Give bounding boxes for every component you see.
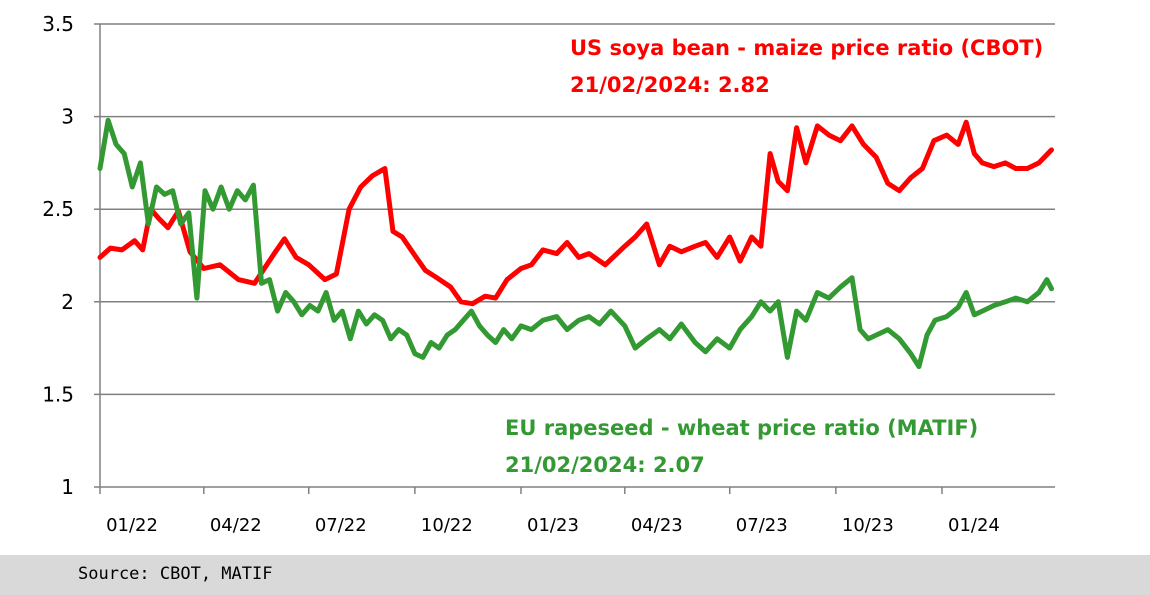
series-lines (97, 117, 1054, 370)
tick-labels: 1 1.5 2 2.5 3 3.5 01/22 04/22 07/22 10/22 01/23 04/… (42, 12, 1000, 536)
y-tick-label: 3.5 (42, 12, 74, 36)
y-tick-label: 1 (61, 475, 74, 499)
gridlines (100, 23, 1055, 396)
eu-ratio-value: 21/02/2024: 2.07 (505, 453, 705, 477)
x-tick-label: 01/24 (948, 515, 1000, 536)
x-tick-label: 10/22 (421, 515, 473, 536)
source-footer: Source: CBOT, MATIF (0, 555, 1150, 595)
y-tick-label: 1.5 (42, 382, 74, 406)
us-ratio-title: US soya bean - maize price ratio (CBOT) (570, 36, 1043, 60)
x-tick-label: 01/23 (527, 515, 579, 536)
price-ratio-chart: 1 1.5 2 2.5 3 3.5 01/22 04/22 07/22 10/22 01/23 04/… (42, 12, 1055, 536)
us-soya-maize-line (97, 119, 1054, 307)
x-tick-label: 04/23 (631, 515, 683, 536)
x-tick-label: 10/23 (842, 515, 894, 536)
x-tick-label: 07/23 (736, 515, 788, 536)
x-tick-label: 01/22 (106, 515, 158, 536)
eu-ratio-title: EU rapeseed - wheat price ratio (MATIF) (505, 416, 978, 440)
us-ratio-value: 21/02/2024: 2.82 (570, 73, 770, 97)
x-tick-label: 04/22 (210, 515, 262, 536)
x-tick-label: 07/22 (315, 515, 367, 536)
y-tick-label: 2 (61, 290, 74, 314)
eu-rapeseed-wheat-line (97, 117, 1054, 370)
y-tick-label: 3 (61, 105, 74, 129)
source-note: Source: CBOT, MATIF (78, 564, 273, 584)
y-tick-label: 2.5 (42, 197, 74, 221)
chart-area: 1 1.5 2 2.5 3 3.5 01/22 04/22 07/22 10/22 01/23 04/… (42, 12, 1055, 536)
